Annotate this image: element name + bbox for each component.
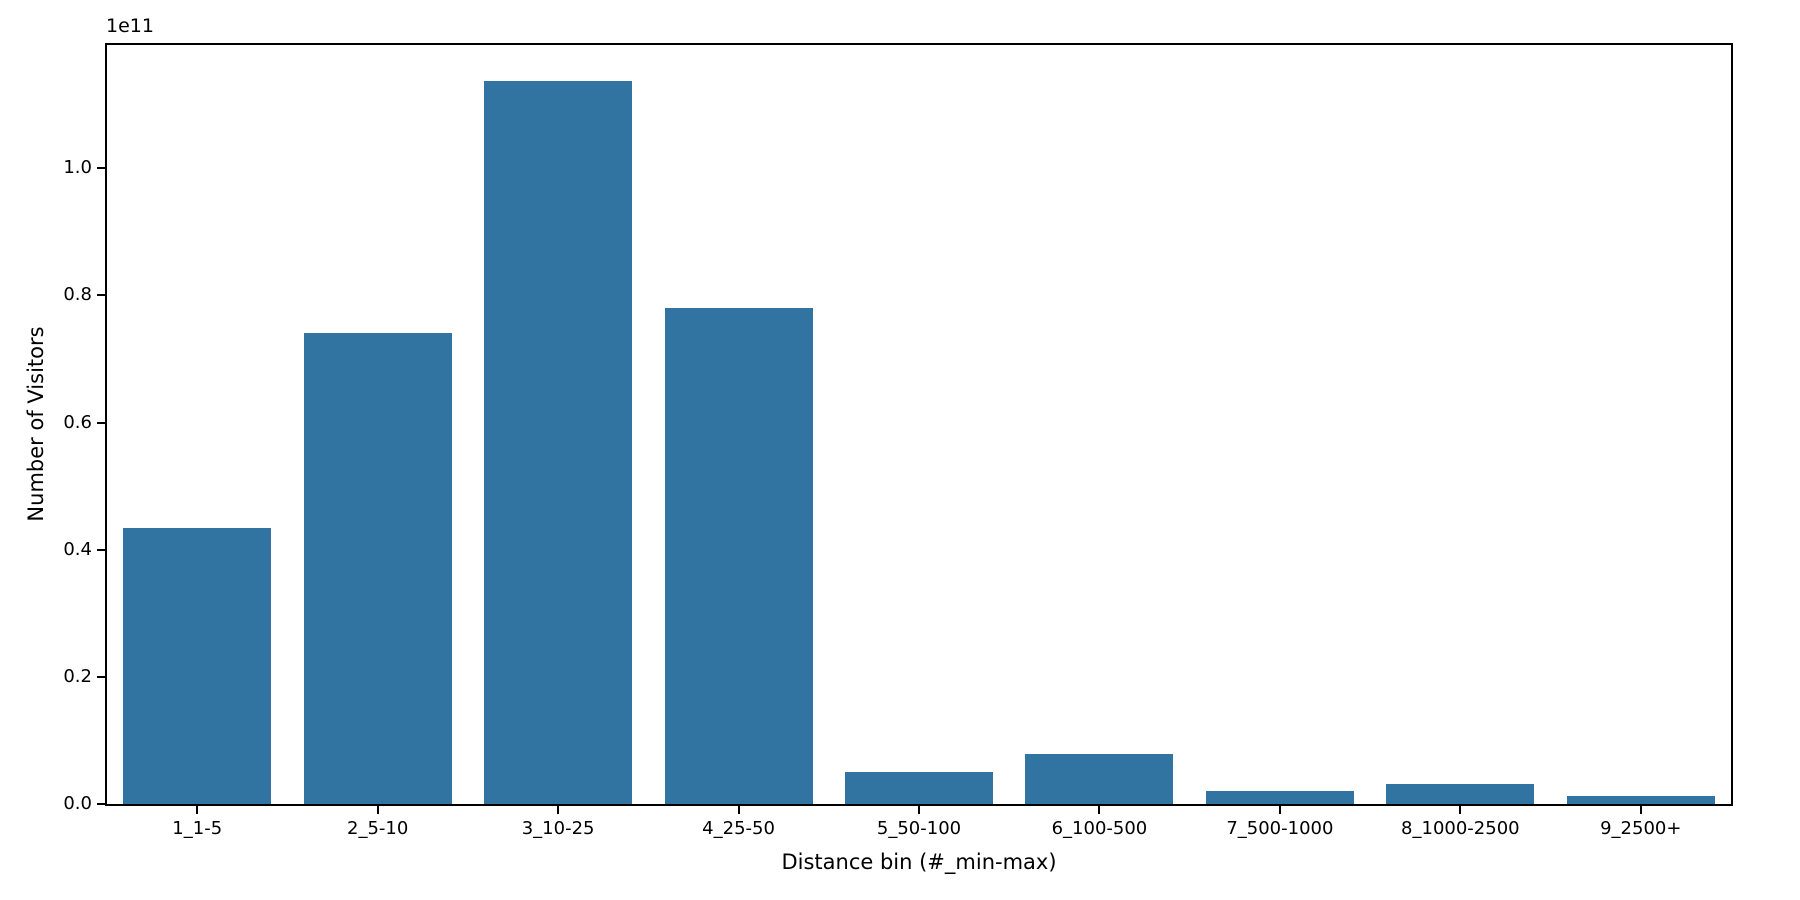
y-tick-mark bbox=[97, 294, 105, 297]
x-tick-label: 6_100-500 bbox=[1051, 818, 1148, 839]
y-tick-label: 0.8 bbox=[63, 284, 92, 306]
bar-7_500-1000 bbox=[1205, 790, 1354, 804]
x-tick-mark bbox=[1098, 806, 1101, 814]
y-tick-mark bbox=[97, 803, 105, 805]
x-tick-label: 9_2500+ bbox=[1600, 818, 1682, 839]
x-tick-mark bbox=[918, 806, 920, 814]
y-tick-label: 1.0 bbox=[63, 157, 92, 179]
y-tick-label: 0.4 bbox=[63, 538, 92, 560]
plot-area bbox=[105, 43, 1733, 806]
x-tick-mark bbox=[1459, 806, 1462, 814]
bar-6_100-500 bbox=[1025, 753, 1174, 804]
x-tick-label: 1_1-5 bbox=[172, 818, 223, 839]
x-tick-mark bbox=[737, 806, 740, 814]
bars-container bbox=[107, 45, 1731, 804]
bar-8_1000-2500 bbox=[1386, 784, 1535, 804]
bar-4_25-50 bbox=[664, 308, 813, 804]
bar-5_50-100 bbox=[845, 772, 993, 804]
bar-2_5-10 bbox=[303, 332, 452, 804]
x-tick-mark bbox=[196, 806, 199, 814]
x-tick-mark bbox=[376, 806, 379, 814]
y-tick-mark bbox=[97, 421, 105, 424]
x-tick-mark bbox=[1278, 806, 1281, 814]
y-axis-offset-text: 1e11 bbox=[106, 15, 154, 37]
x-tick-label: 4_25-50 bbox=[702, 818, 775, 839]
x-tick-label: 2_5-10 bbox=[347, 818, 409, 839]
x-tick-label: 5_50-100 bbox=[876, 818, 962, 839]
y-tick-mark bbox=[97, 675, 105, 678]
bar-9_2500+ bbox=[1566, 796, 1715, 804]
y-tick-mark bbox=[97, 167, 105, 170]
x-tick-label: 7_500-1000 bbox=[1226, 818, 1334, 839]
x-tick-mark bbox=[1639, 806, 1642, 814]
x-tick-label: 3_10-25 bbox=[521, 818, 595, 839]
y-tick-label: 0.6 bbox=[63, 411, 92, 433]
y-tick-label: 0.2 bbox=[63, 665, 92, 687]
bar-3_10-25 bbox=[484, 81, 633, 804]
x-tick-label: 8_1000-2500 bbox=[1401, 818, 1520, 839]
y-tick-label: 0.0 bbox=[63, 793, 92, 814]
bar-1_1-5 bbox=[123, 528, 272, 804]
x-axis-label: Distance bin (#_min-max) bbox=[781, 850, 1057, 874]
x-tick-mark bbox=[557, 806, 560, 814]
y-tick-mark bbox=[97, 548, 105, 551]
